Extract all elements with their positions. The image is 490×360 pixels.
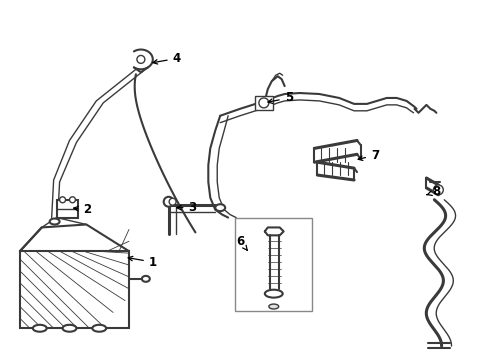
Ellipse shape: [49, 219, 60, 225]
Text: 4: 4: [153, 52, 181, 65]
Circle shape: [137, 55, 145, 63]
Text: 5: 5: [268, 91, 293, 104]
Ellipse shape: [63, 325, 76, 332]
Circle shape: [259, 98, 269, 108]
Ellipse shape: [33, 325, 47, 332]
Ellipse shape: [215, 204, 225, 211]
Bar: [235, 217, 313, 311]
Ellipse shape: [269, 304, 279, 309]
Ellipse shape: [265, 290, 283, 298]
Text: 6: 6: [236, 235, 247, 250]
Bar: [255, 96, 273, 110]
Ellipse shape: [92, 325, 106, 332]
Circle shape: [60, 197, 66, 203]
Text: 7: 7: [358, 149, 379, 162]
Text: 1: 1: [128, 256, 157, 269]
Bar: [20, 251, 129, 328]
Circle shape: [70, 197, 75, 203]
Circle shape: [164, 197, 173, 207]
Text: 3: 3: [177, 201, 196, 214]
Text: 2: 2: [74, 203, 92, 216]
Circle shape: [433, 185, 443, 195]
Text: 8: 8: [427, 185, 441, 198]
Ellipse shape: [142, 276, 150, 282]
Circle shape: [169, 198, 176, 205]
Bar: [57, 200, 78, 217]
